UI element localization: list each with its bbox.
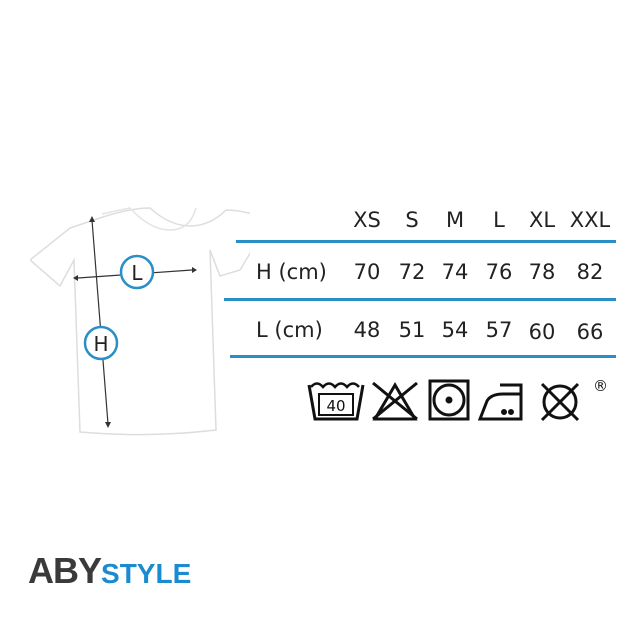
size-header: S	[405, 208, 419, 232]
size-header: XL	[528, 208, 556, 232]
length-value: 51	[398, 318, 426, 342]
size-header: XS	[353, 208, 381, 232]
size-header: L	[493, 208, 505, 232]
wash-40-icon: 40	[307, 382, 365, 421]
tumble-dry-icon	[428, 379, 470, 421]
no-dry-clean-icon	[540, 382, 580, 422]
svg-text:40: 40	[326, 397, 345, 415]
tshirt-outline	[30, 207, 250, 436]
iron-icon	[477, 383, 523, 421]
svg-text:H: H	[93, 332, 108, 356]
size-header: M	[445, 208, 465, 232]
registered-mark: ®	[593, 377, 608, 395]
length-value: 57	[485, 318, 513, 342]
row-label-length: L (cm)	[256, 318, 323, 342]
height-value: 78	[528, 260, 556, 284]
svg-text:L: L	[131, 261, 143, 285]
care-symbols: 40 ®	[307, 377, 608, 422]
logo-aby: ABY	[28, 550, 102, 591]
logo-style: STYLE	[101, 558, 192, 589]
no-bleach-icon	[372, 381, 418, 421]
height-value: 70	[353, 260, 381, 284]
size-header: XXL	[569, 208, 611, 232]
length-value: 60	[528, 320, 556, 344]
divider	[224, 298, 616, 301]
tshirt-diagram: L H	[30, 207, 250, 436]
length-value: 54	[441, 318, 469, 342]
height-marker: H	[83, 325, 119, 361]
length-marker: L	[119, 254, 155, 290]
divider	[230, 355, 616, 358]
row-label-height: H (cm)	[256, 260, 327, 284]
height-value: 72	[398, 260, 426, 284]
divider	[236, 240, 616, 243]
length-value: 48	[353, 318, 381, 342]
height-arrow	[91, 219, 109, 425]
abystyle-logo: ABYSTYLE	[28, 550, 191, 592]
height-value: 82	[576, 260, 604, 284]
height-value: 76	[485, 260, 513, 284]
length-value: 66	[576, 320, 604, 344]
height-value: 74	[441, 260, 469, 284]
